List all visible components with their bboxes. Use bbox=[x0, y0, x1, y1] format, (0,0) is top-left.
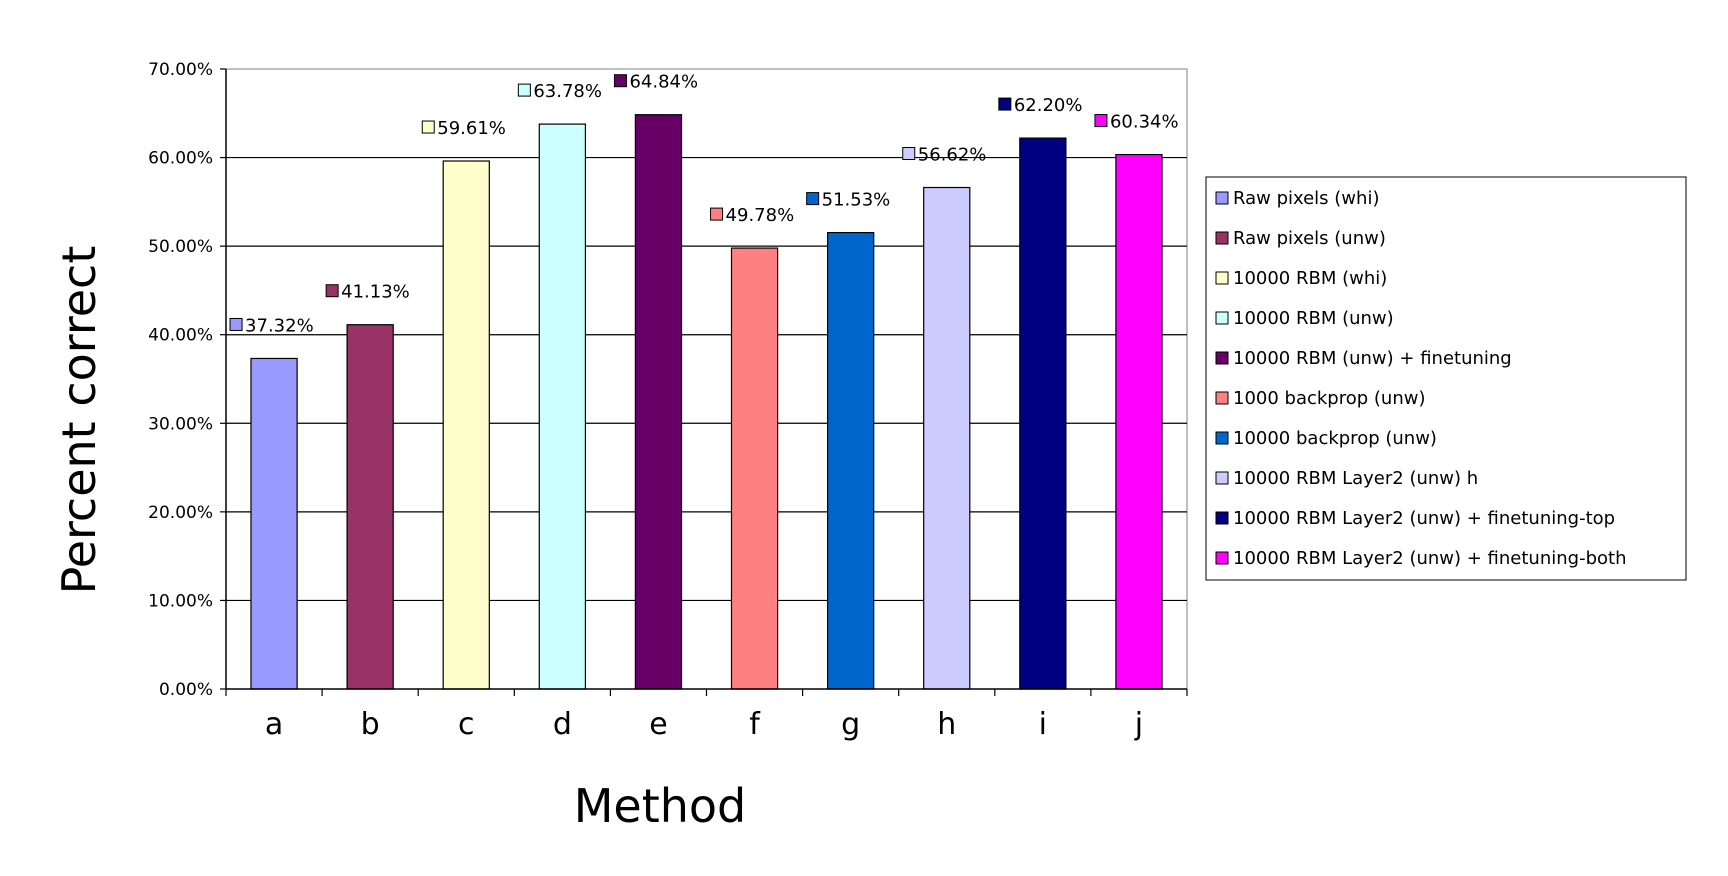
legend-label: 10000 RBM Layer2 (unw) h bbox=[1233, 468, 1478, 489]
x-tick-label-h: h bbox=[937, 707, 956, 742]
x-tick-label-a: a bbox=[265, 707, 283, 742]
bars bbox=[250, 114, 1163, 690]
data-label-c: 59.61% bbox=[437, 118, 506, 139]
legend-label: Raw pixels (whi) bbox=[1233, 188, 1379, 209]
data-label-b: 41.13% bbox=[341, 282, 410, 303]
data-label-h: 56.62% bbox=[918, 145, 987, 166]
bar-e bbox=[634, 114, 683, 690]
data-label-marker-g bbox=[806, 192, 820, 206]
x-axis-tick-labels: a b c d e f g h i j bbox=[265, 707, 1143, 742]
data-label-f: 49.78% bbox=[726, 205, 795, 226]
data-label-marker-c bbox=[421, 120, 435, 134]
bar-a bbox=[250, 357, 298, 690]
legend-swatch bbox=[1215, 271, 1229, 285]
data-label-e: 64.84% bbox=[629, 72, 698, 93]
legend-label: 10000 RBM (whi) bbox=[1233, 268, 1387, 289]
bar-h bbox=[923, 186, 971, 690]
data-label-marker-h bbox=[902, 147, 916, 161]
data-label-marker-e bbox=[613, 74, 627, 88]
x-tick-label-e: e bbox=[649, 707, 667, 742]
x-tick-label-f: f bbox=[749, 707, 761, 742]
x-tick-label-c: c bbox=[458, 707, 475, 742]
legend-swatch bbox=[1215, 471, 1229, 485]
x-tick-label-d: d bbox=[553, 707, 572, 742]
bar-j bbox=[1115, 153, 1163, 690]
legend-label: 10000 RBM (unw) + finetuning bbox=[1233, 348, 1512, 369]
legend-swatch bbox=[1215, 391, 1229, 405]
data-label-marker-b bbox=[325, 284, 339, 298]
legend-swatch bbox=[1215, 311, 1229, 325]
data-label-marker-a bbox=[229, 317, 243, 331]
legend-box bbox=[1205, 176, 1687, 581]
bar-f bbox=[730, 247, 779, 690]
y-axis-tick-labels: 0.00% 10.00% 20.00% 30.00% 40.00% 50.00% 60.00… bbox=[148, 60, 226, 700]
legend-swatch bbox=[1215, 511, 1229, 525]
x-tick-label-g: g bbox=[841, 707, 860, 742]
bar-g bbox=[826, 231, 875, 690]
x-tick-label-i: i bbox=[1039, 707, 1047, 742]
x-axis-title: Method bbox=[574, 779, 747, 833]
bar-d bbox=[538, 123, 587, 690]
legend-swatch bbox=[1215, 191, 1229, 205]
data-label-marker-d bbox=[517, 83, 531, 97]
bar-c bbox=[442, 160, 490, 690]
y-tick-label: 60.00% bbox=[148, 149, 213, 169]
legend-swatch bbox=[1215, 231, 1229, 245]
data-label-marker-j bbox=[1094, 114, 1108, 128]
legend-label: 1000 backprop (unw) bbox=[1233, 388, 1425, 409]
legend-label: 10000 RBM Layer2 (unw) + finetuning-top bbox=[1233, 508, 1615, 529]
y-tick-label: 20.00% bbox=[148, 503, 213, 523]
y-axis-title: Percent correct bbox=[52, 246, 106, 595]
x-axis-tick-marks bbox=[225, 689, 1188, 696]
data-label-g: 51.53% bbox=[822, 190, 891, 211]
data-label-d: 63.78% bbox=[533, 81, 602, 102]
legend: Raw pixels (whi) Raw pixels (unw) 10000 RB… bbox=[1205, 176, 1687, 581]
x-tick-label-b: b bbox=[361, 707, 380, 742]
y-tick-label: 40.00% bbox=[148, 326, 213, 346]
bar-i bbox=[1019, 137, 1067, 690]
data-label-marker-i bbox=[998, 97, 1012, 111]
y-tick-label: 0.00% bbox=[159, 680, 213, 700]
data-label-markers bbox=[229, 74, 1108, 331]
x-tick-label-j: j bbox=[1134, 707, 1143, 742]
data-label-i: 62.20% bbox=[1014, 95, 1083, 116]
legend-label: 10000 backprop (unw) bbox=[1233, 428, 1437, 449]
data-labels: 37.32% 41.13% 59.61% 63.78% 64.84% 49.78% 51.5… bbox=[245, 72, 1179, 337]
y-tick-label: 70.00% bbox=[148, 60, 213, 80]
legend-swatch bbox=[1215, 431, 1229, 445]
y-tick-label: 50.00% bbox=[148, 237, 213, 257]
y-tick-label: 10.00% bbox=[148, 591, 213, 611]
data-label-j: 60.34% bbox=[1110, 112, 1179, 133]
legend-label: 10000 RBM Layer2 (unw) + finetuning-both bbox=[1233, 548, 1627, 569]
legend-swatch bbox=[1215, 551, 1229, 565]
legend-label: 10000 RBM (unw) bbox=[1233, 308, 1394, 329]
data-label-a: 37.32% bbox=[245, 315, 314, 336]
data-label-marker-f bbox=[710, 207, 724, 221]
legend-label: Raw pixels (unw) bbox=[1233, 228, 1386, 249]
y-tick-label: 30.00% bbox=[148, 414, 213, 434]
bar-b bbox=[346, 324, 394, 690]
legend-swatch bbox=[1215, 351, 1229, 365]
